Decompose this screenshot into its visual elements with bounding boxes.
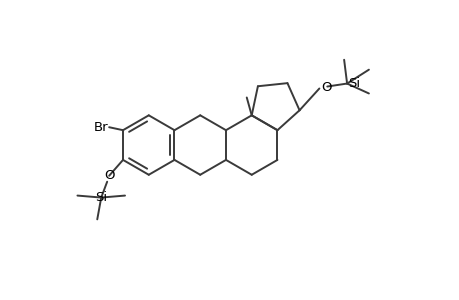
Text: O: O [104, 169, 114, 182]
Text: Si: Si [95, 191, 107, 204]
Text: O: O [321, 81, 331, 94]
Text: Si: Si [347, 77, 359, 90]
Text: Br: Br [93, 121, 108, 134]
